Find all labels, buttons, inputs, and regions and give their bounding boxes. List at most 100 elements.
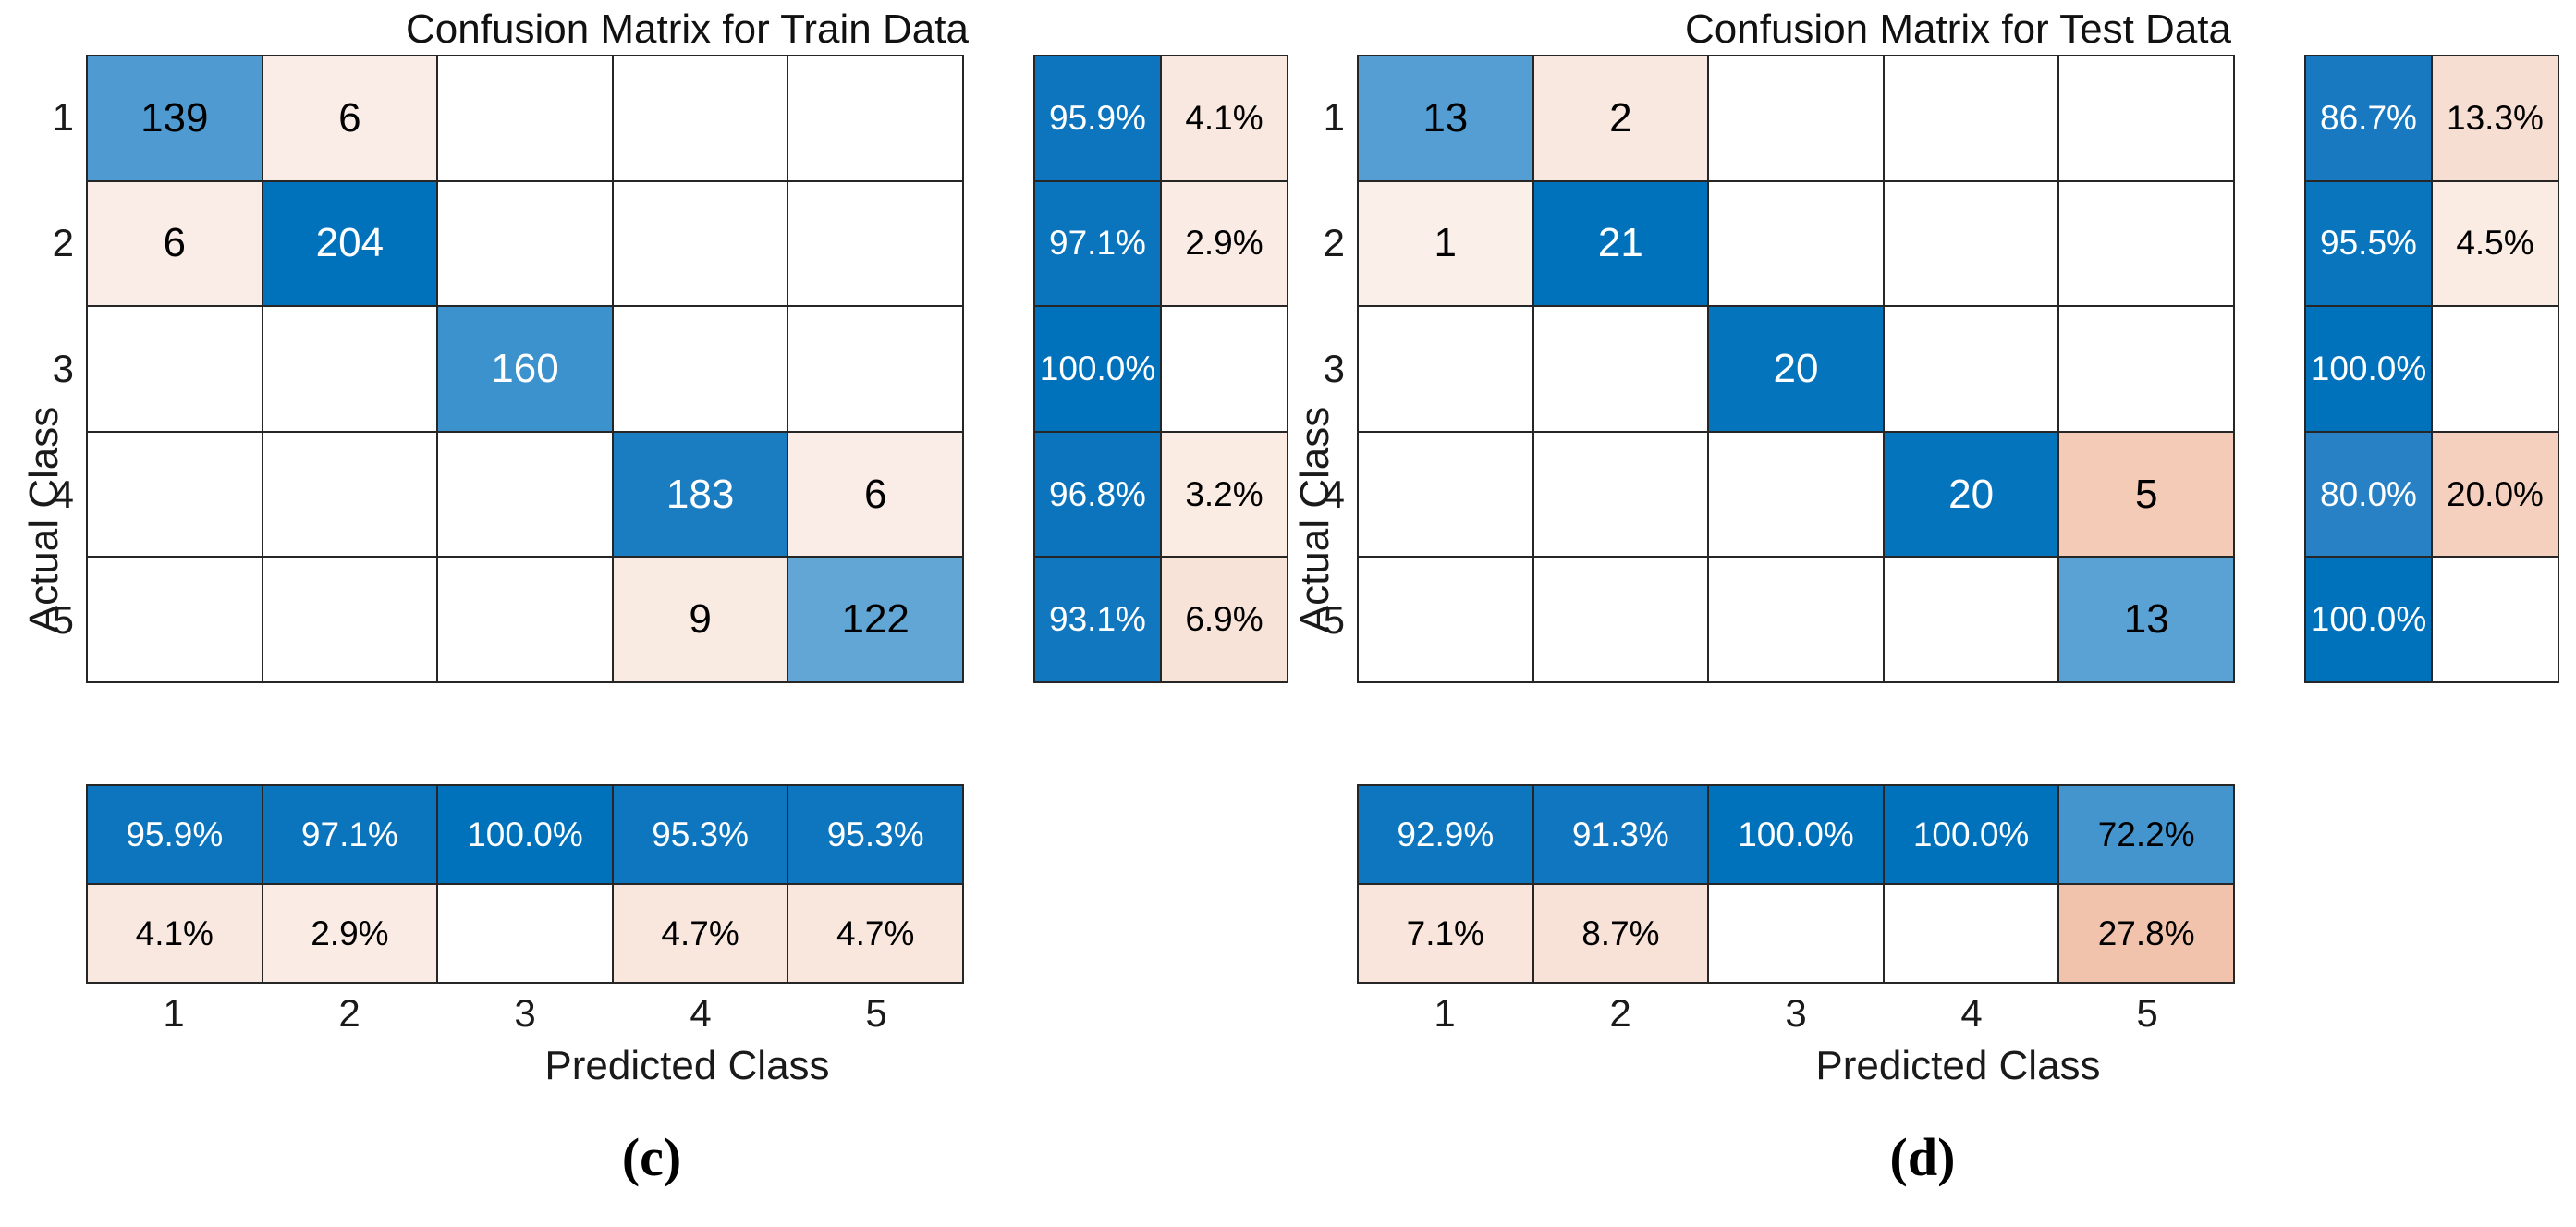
confusion-cell bbox=[2059, 181, 2233, 306]
confusion-cell: 139 bbox=[88, 56, 262, 180]
confusion-cell bbox=[1533, 307, 1708, 431]
y-axis-ticks: 1 2 3 4 5 bbox=[1288, 55, 1345, 683]
confusion-cell bbox=[262, 307, 437, 431]
confusion-cell: 1 bbox=[1359, 181, 1532, 306]
row-summary-cell bbox=[2433, 558, 2558, 681]
column-summary-cell: 4.7% bbox=[788, 885, 962, 982]
row-summary-cell: 4.1% bbox=[1162, 56, 1287, 180]
column-summary-cell bbox=[1884, 885, 2058, 982]
confusion-cell bbox=[1709, 56, 1883, 180]
x-tick-label: 4 bbox=[690, 991, 712, 1035]
confusion-cell bbox=[788, 181, 962, 306]
row-summary-cell: 95.9% bbox=[1035, 56, 1160, 180]
column-summary-cell: 2.9% bbox=[262, 885, 437, 982]
confusion-cell bbox=[1884, 56, 2058, 180]
row-summary-cell: 95.5% bbox=[2306, 181, 2431, 306]
train-panel: Confusion Matrix for Train Data Actual C… bbox=[17, 6, 1288, 1187]
column-summary-cell bbox=[1709, 885, 1883, 982]
confusion-cell bbox=[438, 56, 612, 180]
row-summary-cell: 96.8% bbox=[1035, 432, 1160, 557]
column-summary-cell: 4.7% bbox=[613, 885, 787, 982]
confusion-cell bbox=[1359, 558, 1532, 681]
confusion-cell: 6 bbox=[262, 56, 437, 180]
confusion-cell bbox=[438, 558, 612, 681]
y-tick-label: 1 bbox=[52, 95, 74, 139]
train-confusion-grid: 139 6 6 204 160 183 6 9 122 bbox=[86, 55, 964, 683]
confusion-cell: 20 bbox=[1884, 432, 2058, 557]
y-tick-label: 2 bbox=[1323, 221, 1345, 264]
column-summary-cell: 27.8% bbox=[2059, 885, 2233, 982]
row-summary-cell: 93.1% bbox=[1035, 558, 1160, 681]
x-tick-label: 5 bbox=[2136, 991, 2158, 1035]
column-summary-cell: 4.1% bbox=[88, 885, 262, 982]
confusion-cell bbox=[613, 307, 787, 431]
confusion-cell: 9 bbox=[613, 558, 787, 681]
x-tick-label: 2 bbox=[1609, 991, 1631, 1035]
row-summary-cell: 80.0% bbox=[2306, 432, 2431, 557]
confusion-cell bbox=[262, 432, 437, 557]
y-tick-label: 4 bbox=[1323, 472, 1345, 516]
row-summary-cell: 97.1% bbox=[1035, 181, 1160, 306]
confusion-cell bbox=[2059, 307, 2233, 431]
column-summary-cell: 100.0% bbox=[1709, 786, 1883, 883]
x-tick-label: 1 bbox=[163, 991, 185, 1035]
confusion-cell: 204 bbox=[262, 181, 437, 306]
confusion-cell bbox=[1884, 181, 2058, 306]
confusion-cell bbox=[1709, 432, 1883, 557]
confusion-cell bbox=[1359, 432, 1532, 557]
column-summary-cell: 97.1% bbox=[262, 786, 437, 883]
row-summary-cell: 100.0% bbox=[1035, 307, 1160, 431]
test-row-summary-grid: 86.7% 13.3% 95.5% 4.5% 100.0% 80.0% 20.0% 100.0… bbox=[2304, 55, 2559, 683]
confusion-cell: 183 bbox=[613, 432, 787, 557]
row-summary-cell: 13.3% bbox=[2433, 56, 2558, 180]
confusion-cell bbox=[788, 56, 962, 180]
confusion-cell bbox=[1359, 307, 1532, 431]
column-summary-cell: 100.0% bbox=[438, 786, 612, 883]
confusion-cell: 122 bbox=[788, 558, 962, 681]
confusion-cell bbox=[1533, 558, 1708, 681]
x-axis-label: Predicted Class bbox=[544, 1043, 830, 1088]
confusion-cell: 2 bbox=[1533, 56, 1708, 180]
row-summary-cell: 86.7% bbox=[2306, 56, 2431, 180]
confusion-cell bbox=[788, 307, 962, 431]
confusion-cell bbox=[88, 558, 262, 681]
confusion-cell bbox=[2059, 56, 2233, 180]
confusion-cell bbox=[1709, 181, 1883, 306]
y-tick-label: 1 bbox=[1323, 95, 1345, 139]
x-axis-ticks: 1 2 3 4 5 bbox=[1357, 991, 2235, 1037]
row-summary-cell: 20.0% bbox=[2433, 432, 2558, 557]
column-summary-cell: 8.7% bbox=[1533, 885, 1708, 982]
row-summary-cell: 2.9% bbox=[1162, 181, 1287, 306]
column-summary-cell: 100.0% bbox=[1884, 786, 2058, 883]
subfigure-caption-d: (d) bbox=[1889, 1127, 1956, 1187]
column-summary-cell: 95.3% bbox=[613, 786, 787, 883]
confusion-cell bbox=[438, 432, 612, 557]
confusion-cell bbox=[613, 56, 787, 180]
row-summary-cell: 100.0% bbox=[2306, 558, 2431, 681]
y-tick-label: 5 bbox=[52, 598, 74, 642]
y-tick-label: 5 bbox=[1323, 598, 1345, 642]
y-axis-ticks: 1 2 3 4 5 bbox=[17, 55, 74, 683]
row-summary-cell: 6.9% bbox=[1162, 558, 1287, 681]
confusion-cell: 6 bbox=[788, 432, 962, 557]
confusion-cell bbox=[1884, 558, 2058, 681]
x-tick-label: 3 bbox=[1785, 991, 1807, 1035]
confusion-cell: 21 bbox=[1533, 181, 1708, 306]
column-summary-cell: 7.1% bbox=[1359, 885, 1532, 982]
confusion-cell: 13 bbox=[2059, 558, 2233, 681]
confusion-cell bbox=[438, 181, 612, 306]
confusion-cell: 20 bbox=[1709, 307, 1883, 431]
x-tick-label: 1 bbox=[1434, 991, 1456, 1035]
x-tick-label: 3 bbox=[514, 991, 536, 1035]
y-tick-label: 2 bbox=[52, 221, 74, 264]
confusion-cell bbox=[613, 181, 787, 306]
x-axis-label: Predicted Class bbox=[1815, 1043, 2101, 1088]
confusion-cell bbox=[1709, 558, 1883, 681]
train-row-summary-grid: 95.9% 4.1% 97.1% 2.9% 100.0% 96.8% 3.2% 93.1% 6.… bbox=[1033, 55, 1288, 683]
chart-title: Confusion Matrix for Train Data bbox=[406, 6, 969, 52]
row-summary-cell: 100.0% bbox=[2306, 307, 2431, 431]
column-summary-cell: 92.9% bbox=[1359, 786, 1532, 883]
confusion-cell bbox=[88, 432, 262, 557]
column-summary-cell bbox=[438, 885, 612, 982]
